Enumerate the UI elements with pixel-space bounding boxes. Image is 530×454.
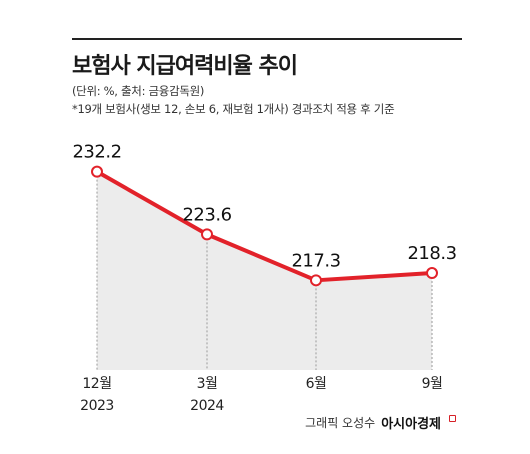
x-tick-label-2: 6월	[306, 376, 327, 392]
value-labels: 232.2 223.6 217.3 218.3	[72, 142, 457, 272]
value-label-0: 232.2	[72, 142, 121, 163]
brand-name: 아시아경제	[381, 417, 441, 432]
credit: 그래픽 오성수 아시아경제	[305, 413, 456, 432]
value-label-1: 223.6	[182, 204, 231, 225]
footnote: *19개 보험사(생보 12, 손보 6, 재보험 1개사) 경과조치 적용 후…	[72, 102, 395, 116]
value-label-2: 217.3	[291, 250, 340, 271]
x-tick-label-1: 3월	[197, 376, 218, 392]
data-points	[91, 165, 438, 287]
data-point-1	[201, 228, 213, 241]
value-label-3: 218.3	[407, 243, 456, 264]
x-tick-labels: 12월 2023 3월 2024 6월 9월	[80, 376, 443, 414]
top-rule	[72, 38, 462, 40]
guide-lines	[96, 171, 433, 370]
x-tick-label-3: 9월	[422, 376, 443, 392]
data-point-0	[91, 165, 103, 178]
series-line	[96, 169, 433, 283]
unit-source-note: (단위: %, 출처: 금융감독원)	[72, 84, 205, 98]
x-tick-label-0: 12월	[82, 376, 111, 392]
data-point-3	[426, 267, 438, 280]
graphic-author: 그래픽 오성수	[305, 416, 376, 430]
chart-title: 보험사 지급여력비율 추이	[72, 54, 298, 79]
brand-logo-icon	[449, 415, 456, 422]
x-tick-year-1: 2024	[190, 398, 224, 414]
x-tick-year-0: 2023	[80, 398, 114, 414]
data-point-2	[310, 274, 322, 287]
